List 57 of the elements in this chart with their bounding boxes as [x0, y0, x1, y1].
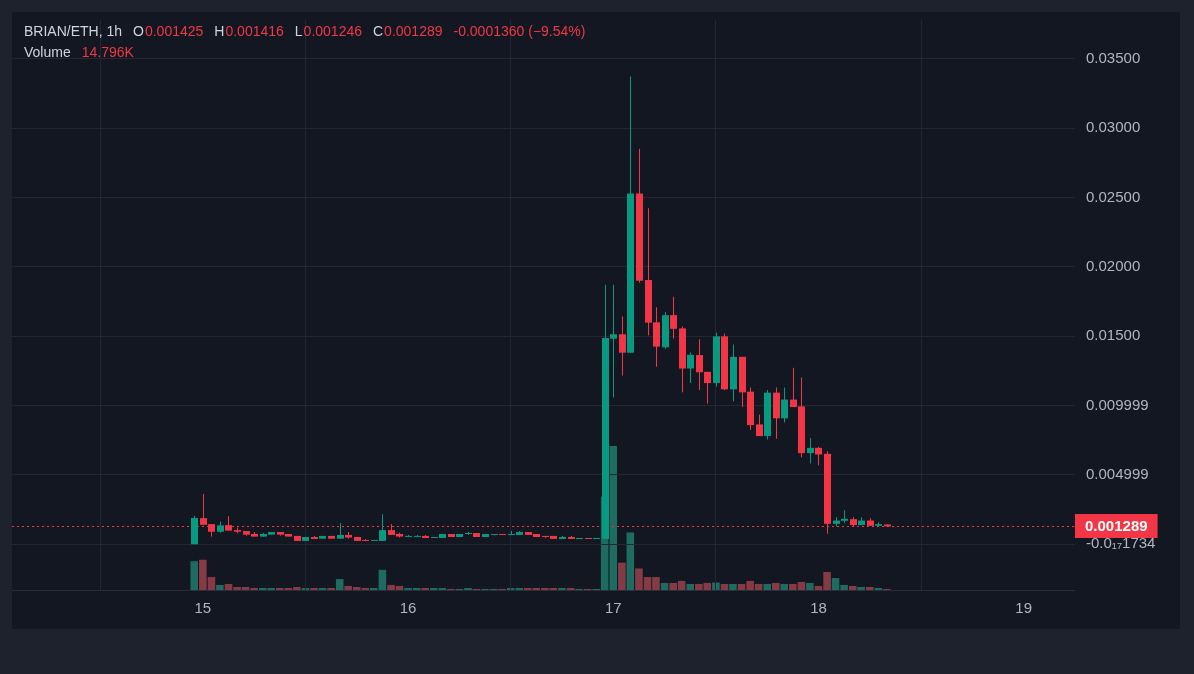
y-tick-label: 0.004999 — [1086, 465, 1149, 483]
candlestick — [807, 437, 814, 464]
bar — [626, 532, 635, 590]
bar — [327, 587, 335, 590]
bar — [720, 583, 729, 590]
x-tick-label: 15 — [194, 599, 212, 617]
bar — [866, 586, 874, 590]
bar — [686, 583, 695, 590]
bar — [566, 587, 575, 590]
bar — [421, 587, 429, 590]
annotation: -0.0001360 (−9.54%) — [453, 22, 586, 39]
chart-title: BRIAN/ETH, 1h — [24, 22, 123, 39]
bar — [618, 562, 626, 590]
bar — [780, 583, 788, 590]
bar — [772, 582, 780, 590]
candlestick — [815, 446, 822, 466]
bar — [310, 587, 318, 590]
y-tick-label: 0.02500 — [1086, 187, 1141, 205]
bar — [848, 585, 857, 590]
chart-title: Volume — [24, 43, 71, 60]
bar — [523, 587, 532, 590]
bar — [190, 561, 199, 590]
annotation: H0.001416 — [214, 22, 285, 39]
candlestick — [696, 338, 703, 391]
bar — [806, 582, 814, 590]
annotation: C0.001289 — [372, 22, 443, 39]
annotation: L0.001246 — [294, 22, 363, 39]
y-tick-label: 0.03500 — [1086, 48, 1141, 66]
x-tick-label: 16 — [399, 599, 417, 617]
candlestick — [687, 351, 694, 384]
bar — [438, 587, 447, 590]
candlestick — [781, 387, 788, 423]
annotation: 14.796K — [81, 43, 135, 60]
candlestick — [619, 316, 626, 377]
bar — [429, 587, 438, 590]
candlestick — [704, 371, 711, 405]
bar — [660, 582, 669, 590]
bar — [318, 587, 327, 590]
x-tick-label: 19 — [1015, 599, 1033, 617]
y-tick-label: -0.0₁₇1734 — [1086, 534, 1156, 552]
y-tick-label: 0.02000 — [1086, 257, 1141, 274]
x-tick-label: 17 — [604, 599, 622, 617]
candlestick — [841, 509, 848, 524]
candlestick — [670, 296, 677, 340]
annotation: O0.001425 — [133, 22, 204, 39]
ref-line-label: 0.001289 — [1085, 517, 1148, 535]
bar — [729, 583, 737, 590]
y-tick-label: 0.03000 — [1086, 118, 1141, 136]
bar — [857, 586, 865, 590]
y-tick-label: 0.01500 — [1086, 326, 1141, 344]
x-tick-label: 18 — [810, 599, 827, 617]
bar — [874, 587, 883, 590]
bar — [335, 579, 344, 590]
bar — [763, 583, 771, 590]
bar — [216, 584, 224, 590]
y-tick-label: 0.009999 — [1086, 395, 1149, 413]
bar — [558, 587, 566, 590]
